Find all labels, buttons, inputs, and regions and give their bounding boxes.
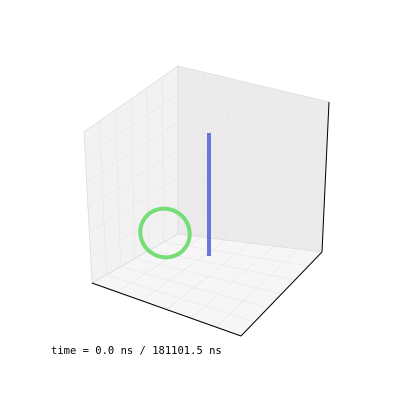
time-prefix: time = xyxy=(51,345,96,357)
gridline xyxy=(162,76,164,243)
time-total-unit: ns xyxy=(209,345,222,357)
y-axis-line xyxy=(240,251,323,337)
x-axis-line xyxy=(91,282,242,337)
time-current: 0.0 xyxy=(95,345,115,357)
time-unit: ns xyxy=(120,345,134,357)
gridline xyxy=(215,248,299,328)
time-separator: / xyxy=(133,345,153,357)
z-axis-line xyxy=(321,101,330,253)
time-total: 181101.5 xyxy=(152,345,203,357)
green-loop xyxy=(138,206,192,260)
gridline xyxy=(297,95,305,250)
time-readout: time = 0.0 ns / 181101.5 ns xyxy=(51,345,222,357)
